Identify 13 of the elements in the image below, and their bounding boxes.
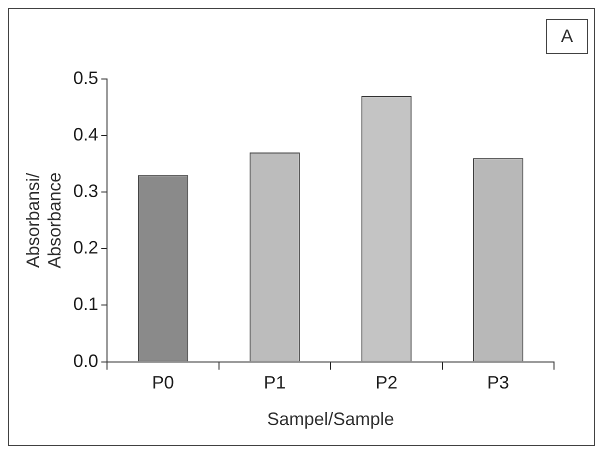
y-tick-label: 0.1 — [73, 294, 98, 314]
y-axis-title: Absorbansi/Absorbance — [22, 172, 64, 268]
x-tick-label: P1 — [264, 372, 286, 393]
text: A — [546, 19, 588, 54]
x-tick-label: P3 — [487, 372, 510, 393]
y-tick-label: 0.5 — [73, 68, 98, 88]
y-tick-label: 0.0 — [73, 350, 98, 371]
y-tick-label: 0.4 — [73, 124, 98, 145]
y-tick-label: 0.3 — [73, 181, 98, 202]
x-axis-title: Sampel/Sample — [267, 409, 394, 430]
x-tick-label: P2 — [375, 372, 398, 393]
y-tick-label: 0.2 — [73, 238, 98, 258]
x-tick-label: P0 — [152, 372, 174, 393]
